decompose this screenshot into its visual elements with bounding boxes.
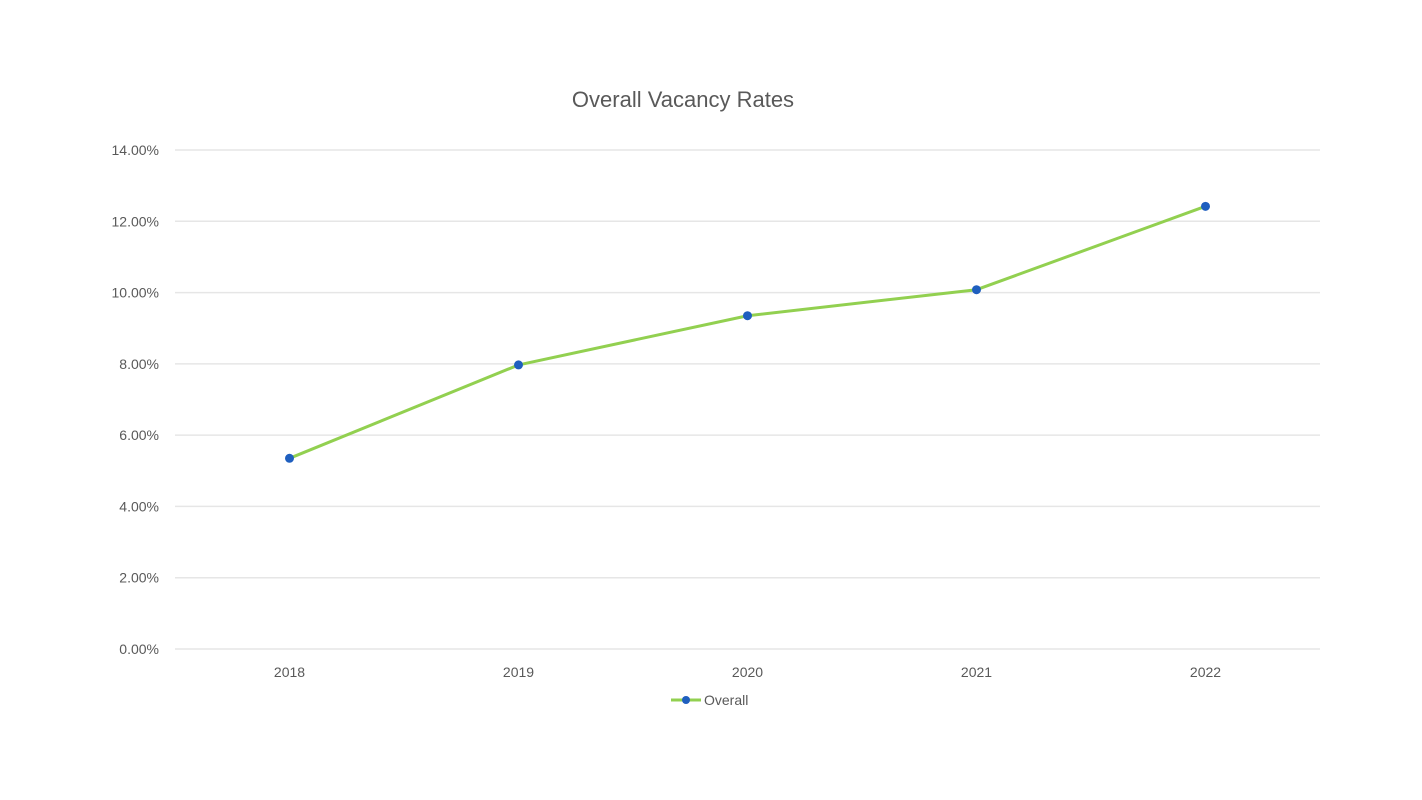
x-tick-label: 2021: [961, 664, 992, 680]
series-layer: [285, 201, 1210, 463]
legend: Overall: [671, 692, 748, 708]
y-tick-label: 0.00%: [119, 641, 159, 657]
data-point[interactable]: [743, 311, 752, 321]
x-axis-tick-labels: 2018 2019 2020 2021 2022: [274, 664, 1221, 680]
x-tick-label: 2018: [274, 664, 305, 680]
x-tick-label: 2022: [1190, 664, 1221, 680]
series-line-overall: [288, 204, 1207, 460]
x-tick-label: 2019: [503, 664, 534, 680]
y-tick-label: 10.00%: [112, 285, 159, 301]
data-point[interactable]: [514, 360, 523, 370]
y-axis-tick-labels: 0.00% 2.00% 4.00% 6.00% 8.00% 10.00% 12.00% 14.…: [112, 142, 159, 657]
y-tick-label: 14.00%: [112, 142, 159, 158]
y-tick-label: 8.00%: [119, 356, 159, 372]
data-point[interactable]: [972, 285, 981, 295]
gridlines: [175, 149, 1320, 650]
y-tick-label: 2.00%: [119, 570, 159, 586]
y-tick-label: 12.00%: [112, 213, 159, 229]
data-point[interactable]: [1201, 201, 1210, 211]
legend-marker: [682, 696, 690, 704]
y-tick-label: 4.00%: [119, 498, 159, 514]
y-tick-label: 6.00%: [119, 427, 159, 443]
x-tick-label: 2020: [732, 664, 763, 680]
data-point[interactable]: [285, 453, 294, 463]
legend-label: Overall: [704, 692, 748, 708]
chart-title: Overall Vacancy Rates: [572, 87, 794, 112]
